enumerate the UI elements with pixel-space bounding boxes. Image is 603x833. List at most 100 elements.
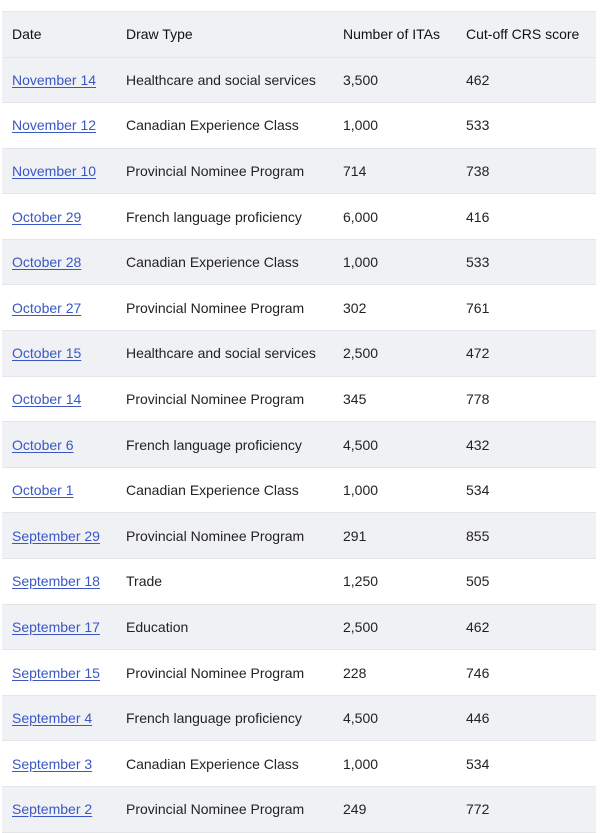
date-cell: November 14 (2, 57, 116, 104)
table-row: September 17 Education 2,500 462 (2, 604, 596, 651)
date-cell: October 27 (2, 284, 116, 332)
draw-type-cell: French language proficiency (116, 695, 333, 742)
date-link[interactable]: November 12 (12, 117, 97, 134)
header-cutoff-crs-score: Cut-off CRS score (456, 12, 596, 58)
draw-type-cell: Provincial Nominee Program (116, 376, 333, 423)
date-link[interactable]: October 29 (12, 208, 82, 225)
table-row: September 2 Provincial Nominee Program 249… (2, 786, 596, 833)
itas-cell: 3,500 (333, 57, 456, 104)
crs-score-cell: 772 (456, 786, 596, 833)
crs-score-cell: 462 (456, 57, 596, 104)
crs-score-cell: 505 (456, 558, 596, 605)
date-cell: November 10 (2, 148, 116, 195)
date-cell: September 17 (2, 604, 116, 651)
itas-cell: 4,500 (333, 421, 456, 468)
table-row: September 18 Trade 1,250 505 (2, 558, 596, 605)
itas-cell: 714 (333, 148, 456, 195)
itas-cell: 4,500 (333, 695, 456, 742)
crs-score-cell: 855 (456, 512, 596, 560)
draw-type-cell: Provincial Nominee Program (116, 148, 333, 195)
crs-score-cell: 432 (456, 421, 596, 468)
date-link[interactable]: October 15 (12, 345, 82, 362)
date-link[interactable]: September 3 (12, 755, 93, 772)
itas-cell: 302 (333, 284, 456, 332)
draw-type-cell: Canadian Experience Class (116, 102, 333, 149)
draw-type-cell: Healthcare and social services (116, 330, 333, 377)
crs-score-cell: 761 (456, 284, 596, 332)
draw-type-cell: Education (116, 604, 333, 651)
table-row: September 15 Provincial Nominee Program 22… (2, 649, 596, 696)
date-link[interactable]: September 18 (12, 573, 100, 590)
date-link[interactable]: October 27 (12, 299, 82, 316)
date-cell: September 4 (2, 695, 116, 742)
draw-type-cell: Provincial Nominee Program (116, 649, 333, 696)
date-link[interactable]: October 6 (12, 436, 74, 453)
draws-table-container: Date Draw Type Number of ITAs Cut-off CR… (2, 11, 596, 833)
draw-type-cell: Provincial Nominee Program (116, 786, 333, 833)
crs-score-cell: 534 (456, 740, 596, 787)
table-header-row: Date Draw Type Number of ITAs Cut-off CR… (2, 12, 596, 58)
date-cell: November 12 (2, 102, 116, 149)
draw-type-cell: Canadian Experience Class (116, 467, 333, 514)
table-row: November 14 Healthcare and social service… (2, 57, 596, 104)
date-link[interactable]: October 28 (12, 254, 82, 271)
crs-score-cell: 738 (456, 148, 596, 195)
itas-cell: 291 (333, 512, 456, 560)
date-link[interactable]: September 17 (12, 618, 100, 635)
date-link[interactable]: September 2 (12, 801, 93, 818)
date-cell: September 3 (2, 740, 116, 787)
table-row: October 1 Canadian Experience Class 1,000 5… (2, 467, 596, 514)
date-cell: October 1 (2, 467, 116, 514)
header-date: Date (2, 12, 116, 58)
table-row: September 29 Provincial Nominee Program 29… (2, 512, 596, 560)
table-row: October 28 Canadian Experience Class 1,000… (2, 239, 596, 286)
date-cell: September 2 (2, 786, 116, 833)
date-cell: September 15 (2, 649, 116, 696)
crs-score-cell: 533 (456, 102, 596, 149)
date-link[interactable]: September 4 (12, 710, 93, 727)
itas-cell: 2,500 (333, 604, 456, 651)
crs-score-cell: 534 (456, 467, 596, 514)
date-cell: October 29 (2, 193, 116, 240)
itas-cell: 2,500 (333, 330, 456, 377)
date-link[interactable]: September 29 (12, 527, 100, 544)
date-cell: September 29 (2, 512, 116, 560)
date-link[interactable]: November 10 (12, 162, 97, 179)
table-row: October 6 French language proficiency 4,50… (2, 421, 596, 468)
table-row: October 14 Provincial Nominee Program 345 7… (2, 376, 596, 423)
table-row: October 27 Provincial Nominee Program 302 7… (2, 284, 596, 332)
draw-type-cell: Provincial Nominee Program (116, 284, 333, 332)
crs-score-cell: 533 (456, 239, 596, 286)
crs-score-cell: 446 (456, 695, 596, 742)
table-row: September 4 French language proficiency 4,… (2, 695, 596, 742)
date-link[interactable]: November 14 (12, 71, 97, 88)
itas-cell: 1,000 (333, 239, 456, 286)
table-row: October 15 Healthcare and social services… (2, 330, 596, 377)
itas-cell: 6,000 (333, 193, 456, 240)
crs-score-cell: 462 (456, 604, 596, 651)
itas-cell: 1,000 (333, 102, 456, 149)
table-row: October 29 French language proficiency 6,0… (2, 193, 596, 240)
draw-type-cell: Trade (116, 558, 333, 605)
date-cell: September 18 (2, 558, 116, 605)
itas-cell: 249 (333, 786, 456, 833)
draw-type-cell: French language proficiency (116, 421, 333, 468)
crs-score-cell: 416 (456, 193, 596, 240)
date-cell: October 6 (2, 421, 116, 468)
crs-score-cell: 472 (456, 330, 596, 377)
crs-score-cell: 746 (456, 649, 596, 696)
table-body: November 14 Healthcare and social service… (2, 57, 596, 833)
itas-cell: 1,000 (333, 740, 456, 787)
date-cell: October 14 (2, 376, 116, 423)
table-row: November 12 Canadian Experience Class 1,00… (2, 102, 596, 149)
draws-table: Date Draw Type Number of ITAs Cut-off CR… (2, 12, 596, 833)
crs-score-cell: 778 (456, 376, 596, 423)
itas-cell: 1,250 (333, 558, 456, 605)
draw-type-cell: Canadian Experience Class (116, 239, 333, 286)
draw-type-cell: Canadian Experience Class (116, 740, 333, 787)
date-link[interactable]: October 1 (12, 482, 74, 499)
date-link[interactable]: September 15 (12, 664, 100, 681)
date-cell: October 28 (2, 239, 116, 286)
date-link[interactable]: October 14 (12, 390, 82, 407)
table-row: September 3 Canadian Experience Class 1,00… (2, 740, 596, 787)
